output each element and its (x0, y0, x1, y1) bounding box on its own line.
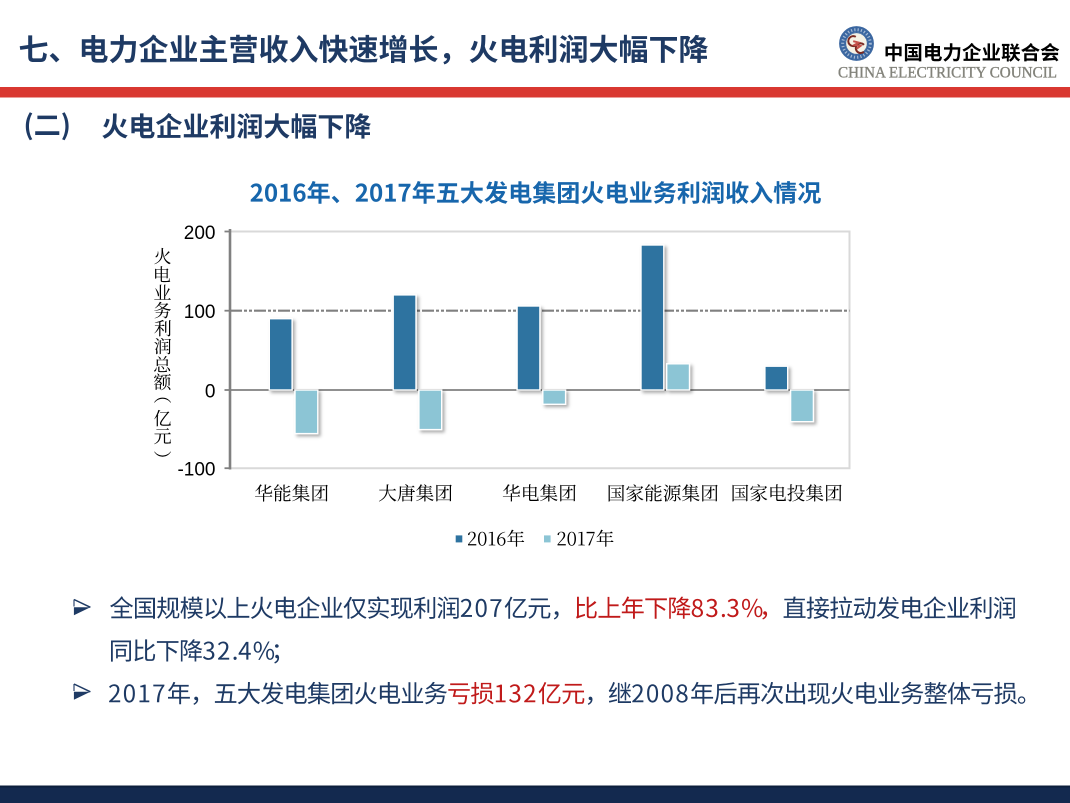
svg-text:200: 200 (184, 223, 216, 244)
svg-text:100: 100 (184, 302, 216, 323)
svg-text:0: 0 (205, 381, 216, 402)
svg-text:CHINA ELECTRICITY COUNCIL: CHINA ELECTRICITY COUNCIL (838, 64, 1057, 81)
svg-text:-100: -100 (177, 460, 215, 481)
